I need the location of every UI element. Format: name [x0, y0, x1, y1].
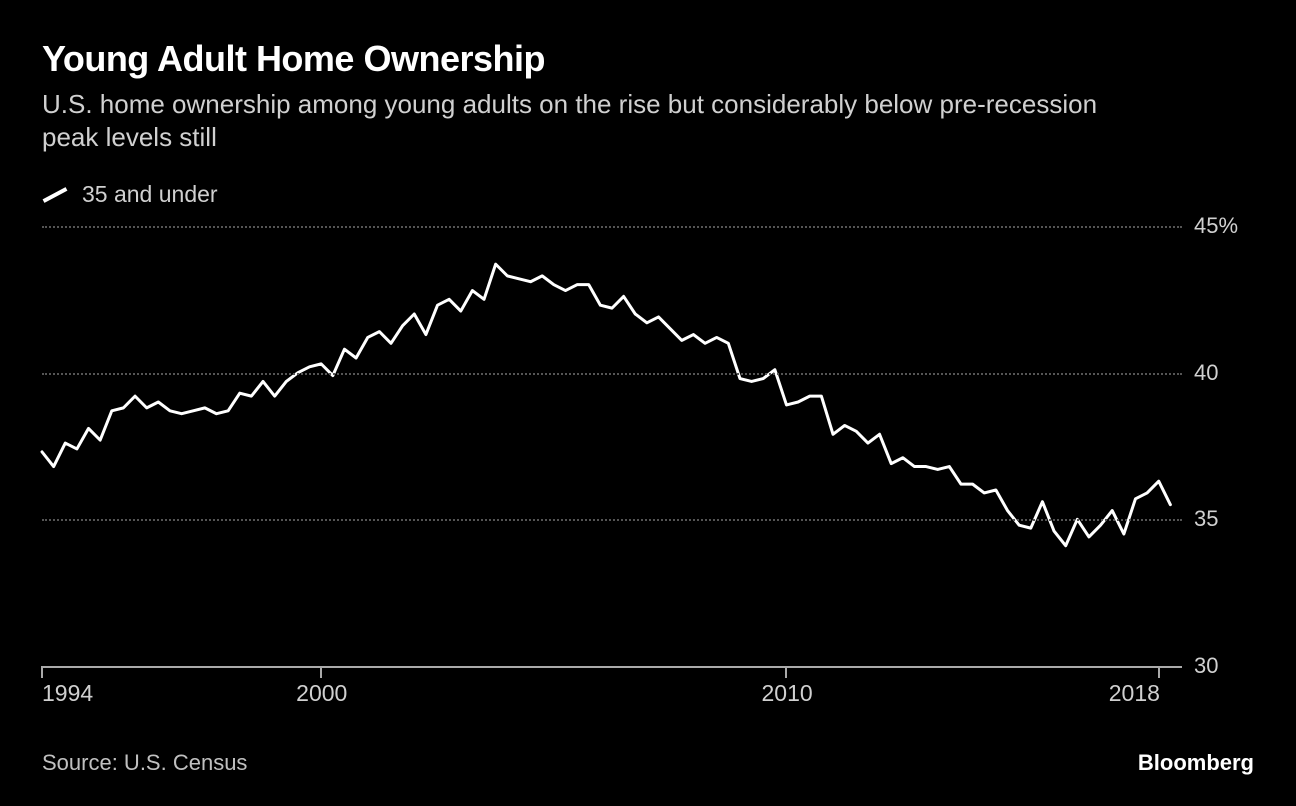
x-tick-label: 2000 — [296, 680, 347, 707]
x-tick — [320, 666, 322, 678]
chart-title: Young Adult Home Ownership — [42, 38, 1254, 80]
x-tick — [785, 666, 787, 678]
legend: 35 and under — [42, 181, 1254, 208]
x-tick-label: 2018 — [1109, 680, 1160, 707]
y-tick-label: 45% — [1194, 213, 1238, 239]
y-tick-label: 35 — [1194, 506, 1218, 532]
brand-label: Bloomberg — [1138, 750, 1254, 776]
y-gridline — [42, 226, 1182, 228]
source-text: Source: U.S. Census — [42, 750, 247, 776]
y-tick-label: 40 — [1194, 360, 1218, 386]
chart-subtitle: U.S. home ownership among young adults o… — [42, 88, 1142, 153]
plot-area — [42, 226, 1182, 666]
chart-container: Young Adult Home Ownership U.S. home own… — [0, 0, 1296, 806]
line-series — [42, 226, 1182, 666]
x-tick — [41, 666, 43, 678]
x-tick-label: 2010 — [761, 680, 812, 707]
legend-swatch — [43, 187, 68, 203]
x-tick — [1158, 666, 1160, 678]
legend-label: 35 and under — [82, 181, 218, 208]
y-gridline — [42, 519, 1182, 521]
x-axis — [42, 666, 1182, 668]
x-tick-label: 1994 — [42, 680, 93, 707]
chart-area: 30354045%1994200020102018 — [42, 226, 1252, 666]
series-line — [42, 264, 1170, 546]
y-gridline — [42, 373, 1182, 375]
y-tick-label: 30 — [1194, 653, 1218, 679]
